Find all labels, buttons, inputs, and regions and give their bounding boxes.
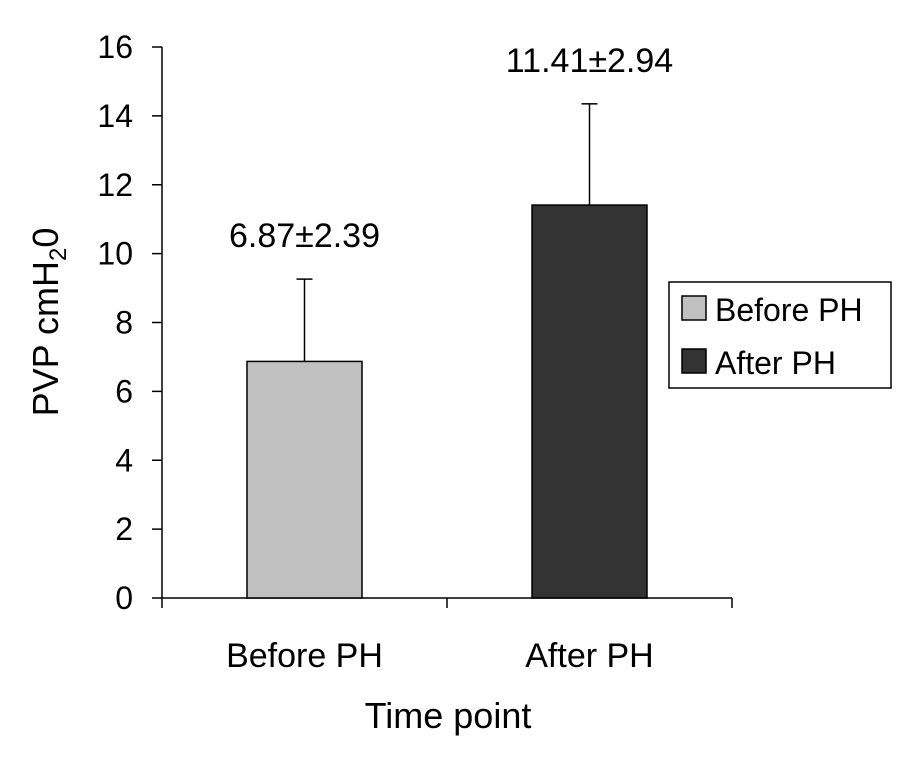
legend-label-before-ph: Before PH — [715, 292, 863, 328]
legend: Before PH After PH — [668, 281, 892, 389]
y-tick-label: 16 — [97, 29, 133, 65]
x-tick-label: Before PH — [226, 637, 383, 675]
chart-data-labels: 6.87±2.39 11.41±2.94 — [229, 42, 673, 255]
x-axis-title: Time point — [365, 695, 532, 736]
bar — [246, 360, 363, 599]
x-tick-label: After PH — [525, 637, 653, 675]
y-tick-label: 12 — [97, 167, 133, 203]
y-tick-label: 10 — [97, 236, 133, 272]
y-axis-title-suffix: 0 — [25, 228, 66, 248]
data-label: 11.41±2.94 — [506, 42, 673, 80]
y-tick-label: 0 — [115, 580, 133, 616]
legend-swatch-before-ph — [681, 295, 707, 321]
y-axis-title-subscript: 2 — [45, 248, 72, 261]
y-axis-title-main: PVP cmH — [25, 261, 66, 416]
y-tick-label: 14 — [97, 98, 133, 134]
y-tick-label: 6 — [115, 373, 133, 409]
bar — [531, 204, 648, 599]
legend-swatch-after-ph — [681, 348, 707, 374]
chart-bars — [246, 103, 648, 599]
y-tick-label: 4 — [115, 442, 133, 478]
y-axis-title: PVP cmH20 — [25, 228, 72, 417]
y-tick-label: 8 — [115, 305, 133, 341]
data-label: 6.87±2.39 — [229, 217, 380, 255]
legend-label-after-ph: After PH — [715, 345, 836, 381]
chart-axes: 0 2 4 6 8 10 12 14 16 Before PH After PH — [97, 29, 733, 675]
y-tick-label: 2 — [115, 511, 133, 547]
